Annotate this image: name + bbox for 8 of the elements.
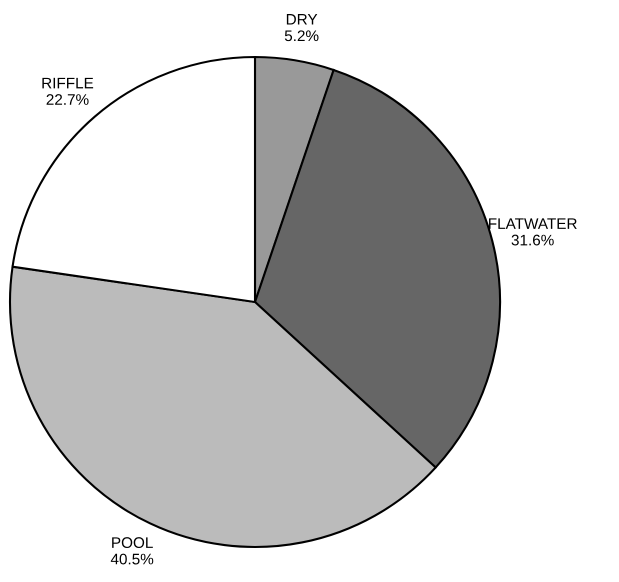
data-label: 22.7% [46, 94, 89, 105]
data-label: 40.5% [110, 554, 154, 564]
slice-label: POOL [112, 537, 153, 548]
slice-label: DRY [286, 14, 318, 25]
data-label: 31.6% [512, 234, 554, 246]
slice-label: RIFFLE [42, 78, 94, 88]
slice-label: FLATWATER [489, 218, 577, 229]
data-label: 5.2% [284, 30, 318, 42]
